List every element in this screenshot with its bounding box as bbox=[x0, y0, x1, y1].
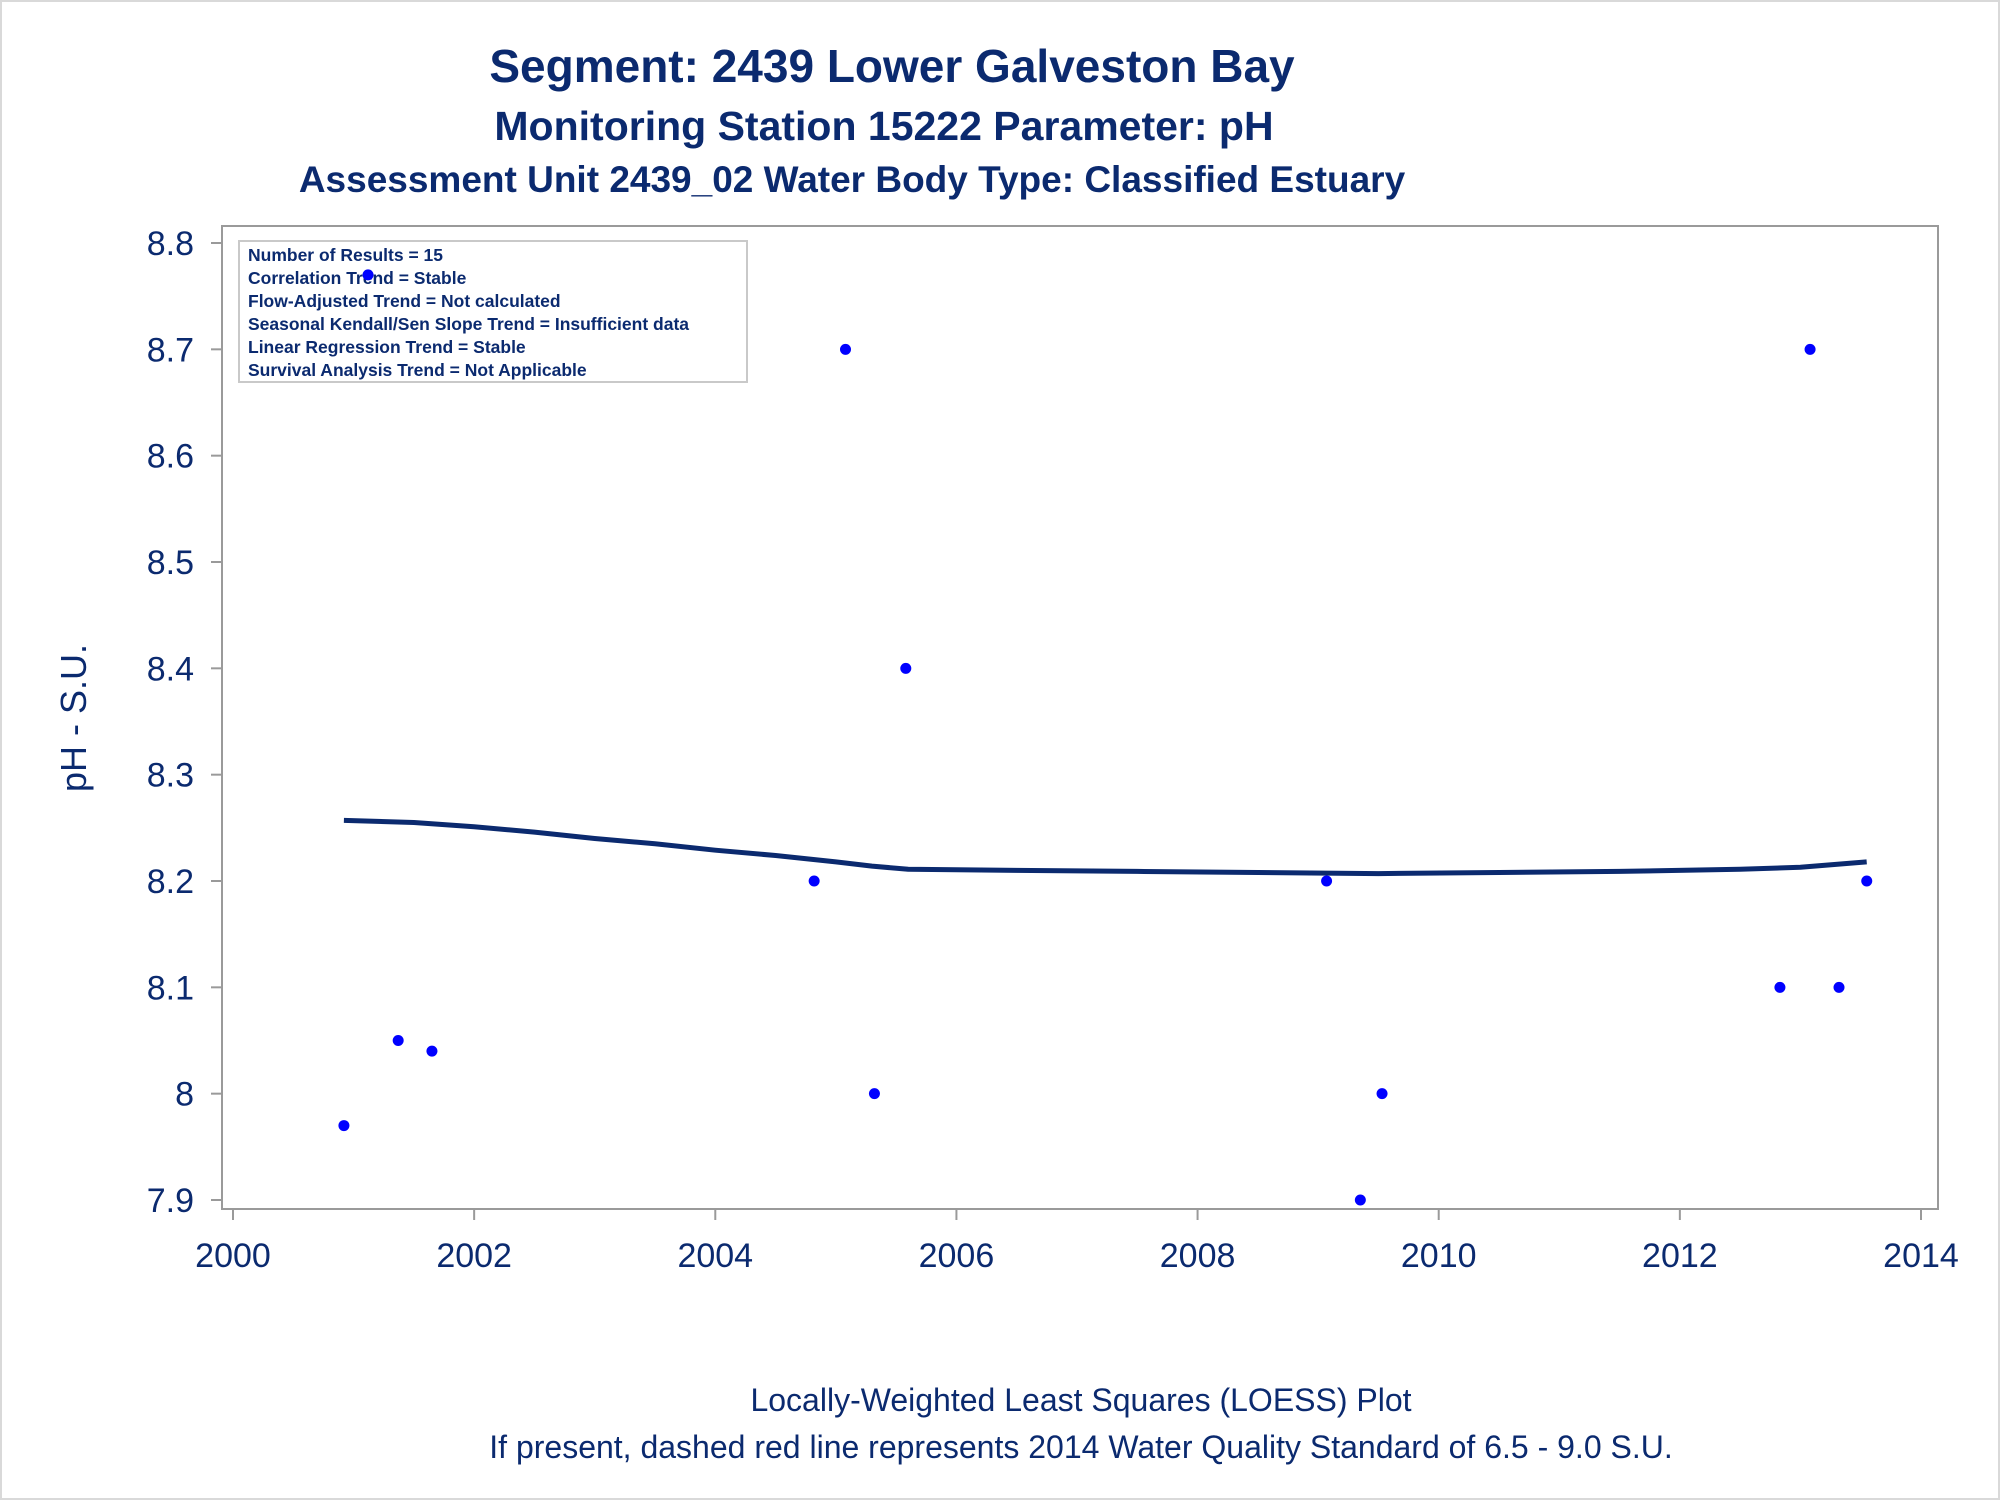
y-tick-label: 7.9 bbox=[147, 1182, 194, 1220]
x-tick-label: 2014 bbox=[1883, 1237, 1959, 1275]
y-tick-label: 8.1 bbox=[147, 969, 194, 1007]
x-tick-label: 2004 bbox=[677, 1237, 753, 1275]
y-tick-label: 8.4 bbox=[147, 650, 194, 688]
chart-subtitle: Monitoring Station 15222 Parameter: pH bbox=[494, 103, 1273, 149]
y-tick-label: 8.8 bbox=[147, 225, 194, 263]
chart-subtitle-2: Assessment Unit 2439_02 Water Body Type:… bbox=[299, 159, 1406, 200]
info-correlation-trend: Correlation Trend = Stable bbox=[248, 268, 467, 288]
y-axis-label: pH - S.U. bbox=[53, 644, 94, 792]
footnote-method: Locally-Weighted Least Squares (LOESS) P… bbox=[750, 1382, 1411, 1418]
footnote-standard: If present, dashed red line represents 2… bbox=[489, 1429, 1672, 1465]
data-point bbox=[426, 1045, 438, 1057]
loess-layer bbox=[343, 817, 1867, 877]
x-tick-label: 2006 bbox=[919, 1237, 995, 1275]
info-results-count: Number of Results = 15 bbox=[248, 245, 443, 265]
data-point bbox=[900, 662, 912, 674]
data-point bbox=[808, 875, 820, 887]
data-point bbox=[1354, 1194, 1366, 1206]
y-tick-label: 8.2 bbox=[147, 863, 194, 901]
x-tick-label: 2002 bbox=[436, 1237, 512, 1275]
data-point bbox=[1774, 981, 1786, 993]
data-point bbox=[868, 1088, 880, 1100]
info-box: Number of Results = 15 Correlation Trend… bbox=[238, 240, 748, 383]
x-axis: 2000 2002 2004 2006 2008 2010 2012 2014 bbox=[195, 1209, 1959, 1275]
y-tick-label: 8.6 bbox=[147, 438, 194, 476]
y-tick-label: 8 bbox=[175, 1076, 194, 1114]
x-tick-label: 2000 bbox=[195, 1237, 271, 1275]
y-axis: 7.9 8 8.1 8.2 8.3 8.4 8.5 8.6 8.7 8.8 bbox=[147, 225, 222, 1220]
data-point bbox=[392, 1035, 404, 1046]
data-point bbox=[1321, 875, 1333, 887]
loess-curve bbox=[343, 817, 1867, 877]
data-point bbox=[1861, 875, 1873, 887]
x-tick-label: 2008 bbox=[1160, 1237, 1236, 1275]
plot-area bbox=[221, 225, 1939, 1210]
y-tick-label: 8.7 bbox=[147, 331, 194, 369]
info-flow-adjusted-trend: Flow-Adjusted Trend = Not calculated bbox=[248, 291, 561, 311]
chart-title: Segment: 2439 Lower Galveston Bay bbox=[489, 40, 1295, 92]
info-survival-analysis-trend: Survival Analysis Trend = Not Applicable bbox=[248, 360, 587, 380]
points-layer bbox=[338, 269, 1873, 1206]
x-tick-label: 2010 bbox=[1401, 1237, 1477, 1275]
data-point bbox=[840, 343, 852, 355]
data-point bbox=[338, 1120, 350, 1132]
data-point bbox=[1804, 343, 1816, 355]
info-linear-regression-trend: Linear Regression Trend = Stable bbox=[248, 337, 526, 357]
y-tick-label: 8.5 bbox=[147, 544, 194, 582]
data-point bbox=[1833, 981, 1845, 993]
info-seasonal-kendall-trend: Seasonal Kendall/Sen Slope Trend = Insuf… bbox=[248, 314, 689, 334]
x-tick-label: 2012 bbox=[1642, 1237, 1718, 1275]
info-box-border bbox=[238, 240, 748, 383]
data-point bbox=[362, 269, 374, 281]
data-point bbox=[1376, 1088, 1388, 1100]
y-tick-label: 8.3 bbox=[147, 757, 194, 795]
